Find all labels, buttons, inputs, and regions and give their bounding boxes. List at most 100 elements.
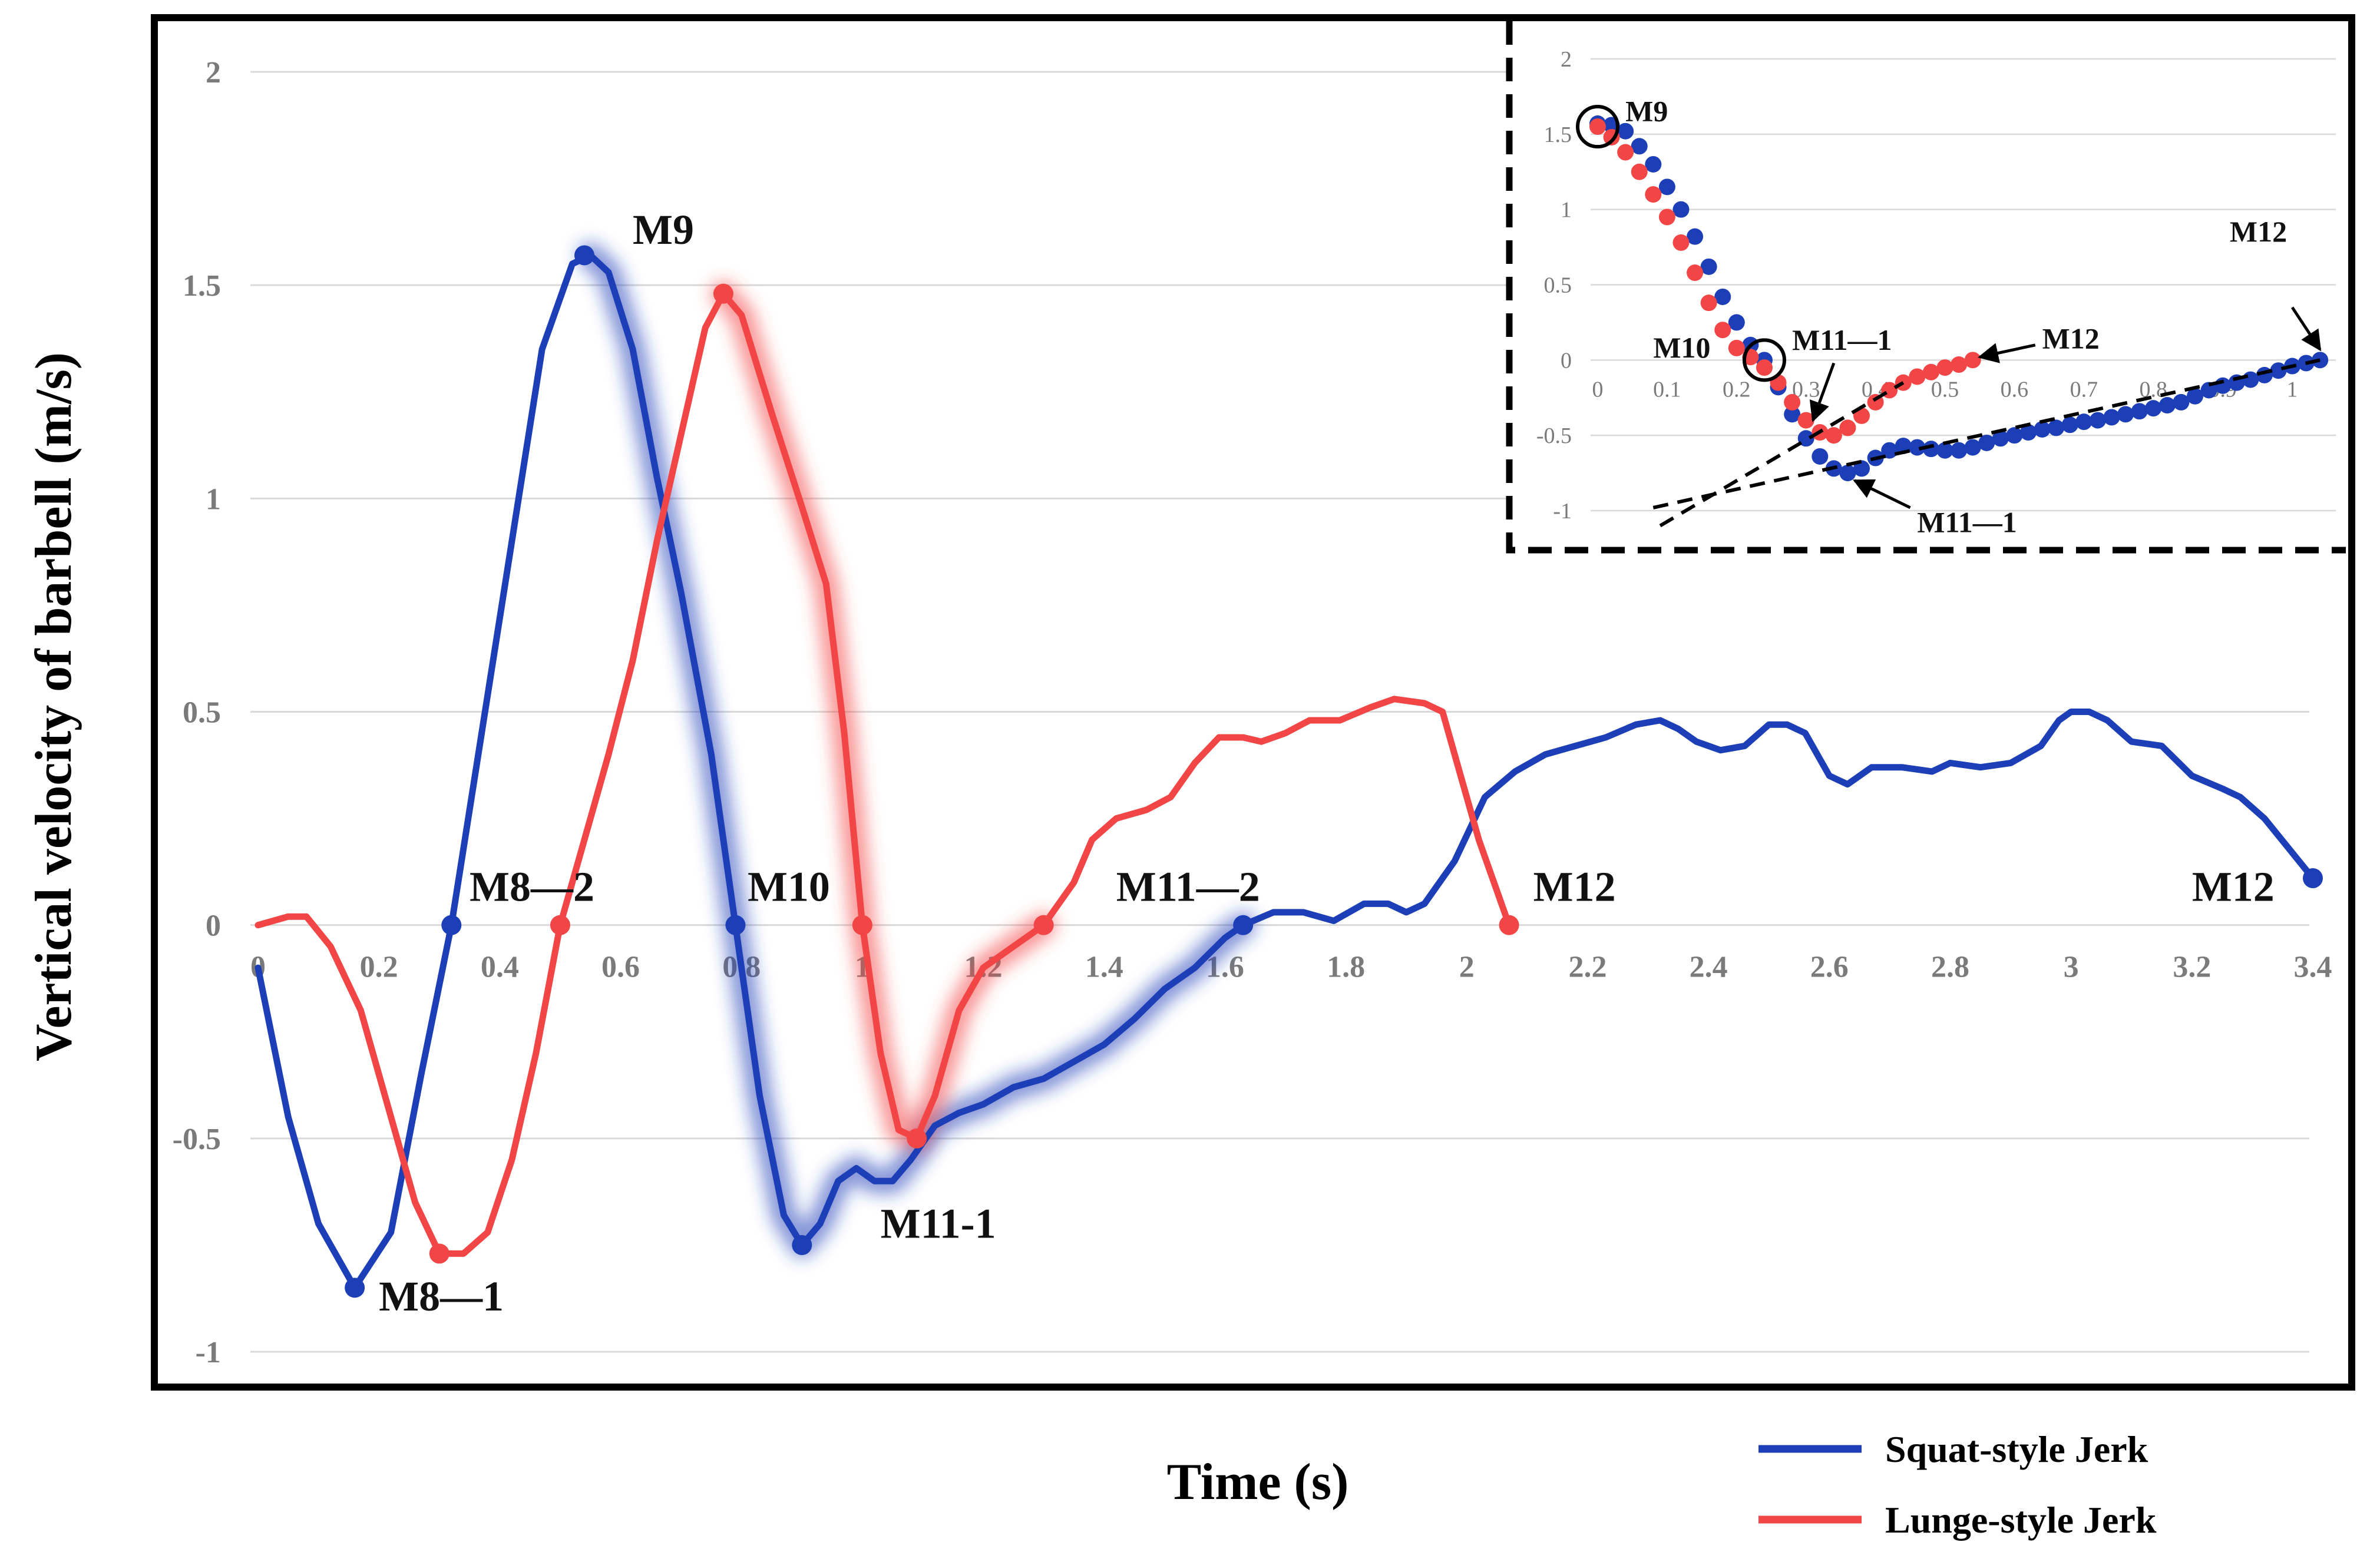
inset-y-tick-label: 0 (1561, 348, 1572, 373)
inset-lunge-point (1728, 339, 1745, 356)
marker-label: M12 (1533, 863, 1616, 910)
inset-squat-point (1672, 201, 1690, 218)
series-marker (725, 915, 746, 935)
legend-label-lunge: Lunge-style Jerk (1885, 1499, 2157, 1541)
main-y-tick-label: 1 (206, 482, 221, 516)
inset-lunge-point (1797, 412, 1814, 429)
marker-label: M12 (2192, 863, 2275, 910)
inset-squat-point (2103, 409, 2120, 426)
main-x-tick-label: 3 (2064, 951, 2079, 984)
main-x-tick-label: 2 (1459, 951, 1475, 984)
main-marker-labels: M8—1 M8—2 M9 M10 M11-1 M11—2 M12 M12 (379, 206, 2275, 1320)
inset-squat-point (2186, 388, 2203, 405)
inset-squat-point (1909, 439, 1926, 456)
inset-squat-point (2117, 406, 2134, 423)
inset-squat-point (1797, 430, 1814, 447)
inset-squat-point (2131, 403, 2148, 420)
main-y-tick-label: 2 (206, 56, 221, 90)
inset-squat-point (2173, 393, 2190, 411)
marker-label: M8—2 (470, 863, 594, 910)
main-x-tick-label: 3.4 (2294, 951, 2332, 984)
marker-label: M11—2 (1116, 863, 1260, 910)
inset-lunge-point (1645, 186, 1662, 203)
inset-lunge-point (1784, 393, 1801, 411)
inset-lunge-point (1922, 363, 1939, 380)
inset-squat-point (2020, 424, 2037, 441)
inset-lunge-point (1672, 234, 1690, 251)
inset-lunge-point (1687, 264, 1704, 282)
series-marker (550, 915, 570, 935)
inset-arrow (1809, 362, 1836, 422)
inset-y-tick-label: -1 (1553, 499, 1572, 524)
inset-trend-line (1659, 381, 1905, 528)
inset-squat-point (1714, 288, 1731, 305)
inset-squat-point (2200, 382, 2217, 399)
inset-lunge-point (1825, 427, 1842, 444)
inset-squat-point (1881, 442, 1898, 459)
main-x-tick-label: 2.2 (1568, 951, 1606, 984)
inset-lunge-point (1658, 209, 1675, 226)
inset-squat-point (1700, 258, 1717, 275)
inset-lunge-point (1936, 359, 1953, 376)
inset-lunge-point (1853, 407, 1870, 424)
inset-lunge-point (1964, 352, 1981, 369)
main-y-tick-label: 0 (206, 909, 221, 943)
series-marker (429, 1243, 449, 1264)
inset-frame (1509, 21, 2346, 550)
series-marker (345, 1278, 365, 1298)
inset-arrow (2290, 306, 2322, 352)
main-x-tick-label: 2.4 (1690, 951, 1728, 984)
inset-squat-point (1922, 441, 1939, 458)
marker-label: M11-1 (881, 1200, 996, 1247)
series-marker (792, 1235, 812, 1255)
inset-lunge-point (1617, 144, 1634, 161)
main-series-lines (254, 252, 2316, 1291)
inset-label: M10 (1653, 331, 1710, 364)
main-y-tick-labels: 2 1.5 1 0.5 0 -0.5 -1 (173, 56, 221, 1369)
inset-squat-point (1978, 434, 1995, 451)
inset-squat-point (1839, 465, 1856, 482)
legend: Squat-style Jerk Lunge-style Jerk (1758, 1428, 2157, 1541)
inset-annotations: M9 M10 M11—1 M12 M11—1 M12 (1576, 94, 2322, 538)
inset-label: M12 (2230, 215, 2287, 248)
main-y-tick-label: -1 (196, 1336, 221, 1369)
series-marker (1499, 915, 1519, 935)
series-marker (1033, 915, 1054, 935)
main-x-tick-label: 1.4 (1085, 951, 1123, 984)
inset-label: M11—1 (1792, 323, 1892, 356)
inset-squat-point (1631, 138, 1648, 155)
series-marker (852, 915, 872, 935)
inset-squat-point (1658, 178, 1675, 196)
inset-label: M11—1 (1917, 505, 2017, 538)
series-marker (907, 1128, 927, 1149)
inset-squat-point (1645, 155, 1662, 173)
main-x-tick-label: 0.2 (360, 951, 398, 984)
inset-trend-lines (1652, 358, 2320, 528)
inset-squat-point (1992, 430, 2009, 447)
inset-lunge-point (1756, 359, 1773, 376)
inset-squat-point (2006, 427, 2023, 444)
inset-squat-point (2075, 413, 2093, 431)
inset-squat-point (1812, 448, 1829, 465)
inset-squat-point (1728, 314, 1745, 331)
inset-squat-point (1617, 123, 1634, 140)
inset-x-tick-label: 0.2 (1723, 377, 1751, 402)
inset-x-tick-label: 1 (2287, 377, 2298, 402)
inset-x-tick-label: 0.1 (1653, 377, 1681, 402)
inset-chart: 21.510.50-0.5-1 0 0.1 0.2 0.3 0.4 0.5 0.6 0.7 0.… (1506, 21, 2346, 554)
marker-label: M8—1 (379, 1273, 504, 1320)
main-y-tick-label: 1.5 (183, 269, 221, 303)
inset-squat-point (2034, 421, 2051, 438)
inset-grid (1591, 58, 2336, 512)
series-marker (1233, 915, 1254, 935)
inset-squat-point (1936, 442, 1953, 459)
inset-lunge-point (1839, 419, 1856, 436)
inset-y-tick-label: 1 (1561, 198, 1572, 223)
main-x-tick-label: 2.8 (1931, 951, 1969, 984)
inset-y-tick-label: 2 (1561, 47, 1572, 72)
x-axis-title: Time (s) (1167, 1454, 1349, 1511)
inset-x-tick-label: 0.6 (2001, 377, 2029, 402)
inset-squat-point (1687, 228, 1704, 245)
inset-x-tick-label: 0.7 (2070, 377, 2098, 402)
legend-label-squat: Squat-style Jerk (1885, 1428, 2148, 1470)
